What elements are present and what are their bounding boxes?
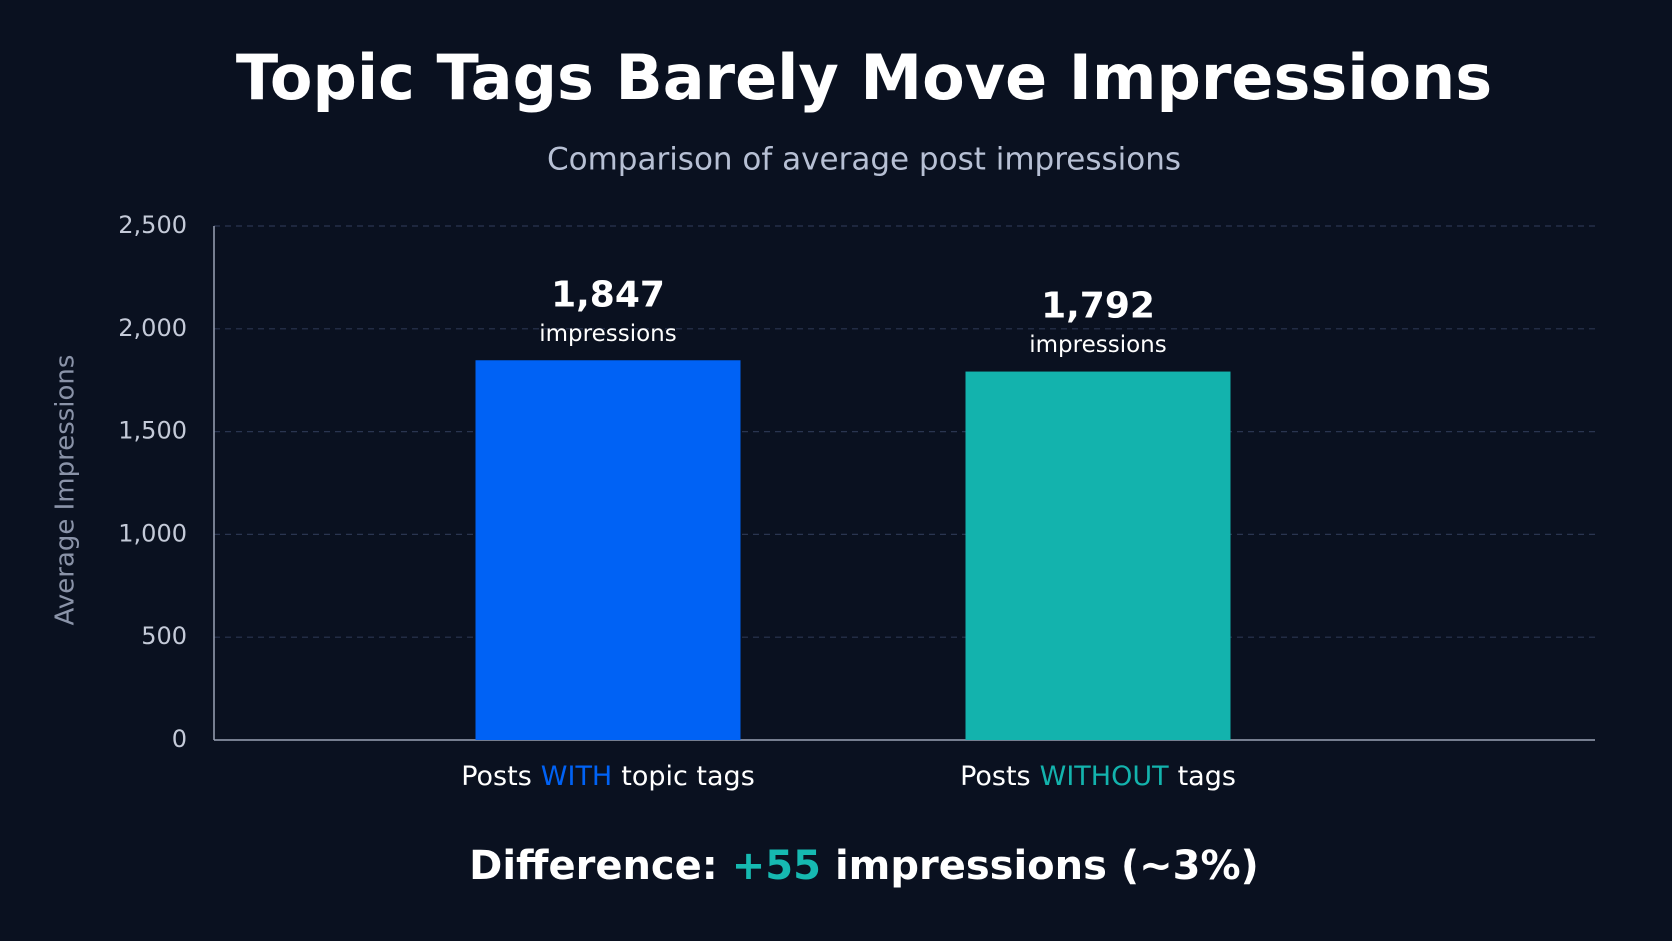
y-tick-label: 1,500 [118,417,187,445]
x-tick-label: Posts WITH topic tags [461,761,755,792]
x-tick-label-part: tags [1178,761,1236,792]
x-tick-label-part: WITH [541,761,612,792]
x-tick-label-part: WITHOUT [1040,761,1169,792]
x-tick-label-part: topic tags [621,761,755,792]
x-tick-label-part: Posts [960,761,1031,792]
annotation-value: +55 [732,843,821,889]
y-axis-label: Average Impressions [51,355,81,626]
x-tick-label-part: Posts [461,761,532,792]
value-label: 1,847 [551,274,665,315]
chart-title: Topic Tags Barely Move Impressions [236,41,1492,114]
bar [965,371,1231,740]
y-tick-label: 2,000 [118,314,187,342]
y-tick-label: 2,500 [118,211,187,239]
annotation: Difference: +55 impressions (~3%) [469,843,1259,889]
annotation-label: Difference: [469,843,718,889]
y-tick-label: 1,000 [118,519,187,547]
chart-subtitle: Comparison of average post impressions [547,142,1181,178]
x-tick-label: Posts WITHOUT tags [960,761,1236,792]
value-unit: impressions [539,321,676,347]
value-unit: impressions [1029,332,1166,358]
bar [475,360,741,740]
y-tick-label: 0 [172,725,187,753]
y-tick-label: 500 [141,622,187,650]
annotation-text: impressions (~3%) [835,843,1259,889]
value-label: 1,792 [1041,286,1155,327]
